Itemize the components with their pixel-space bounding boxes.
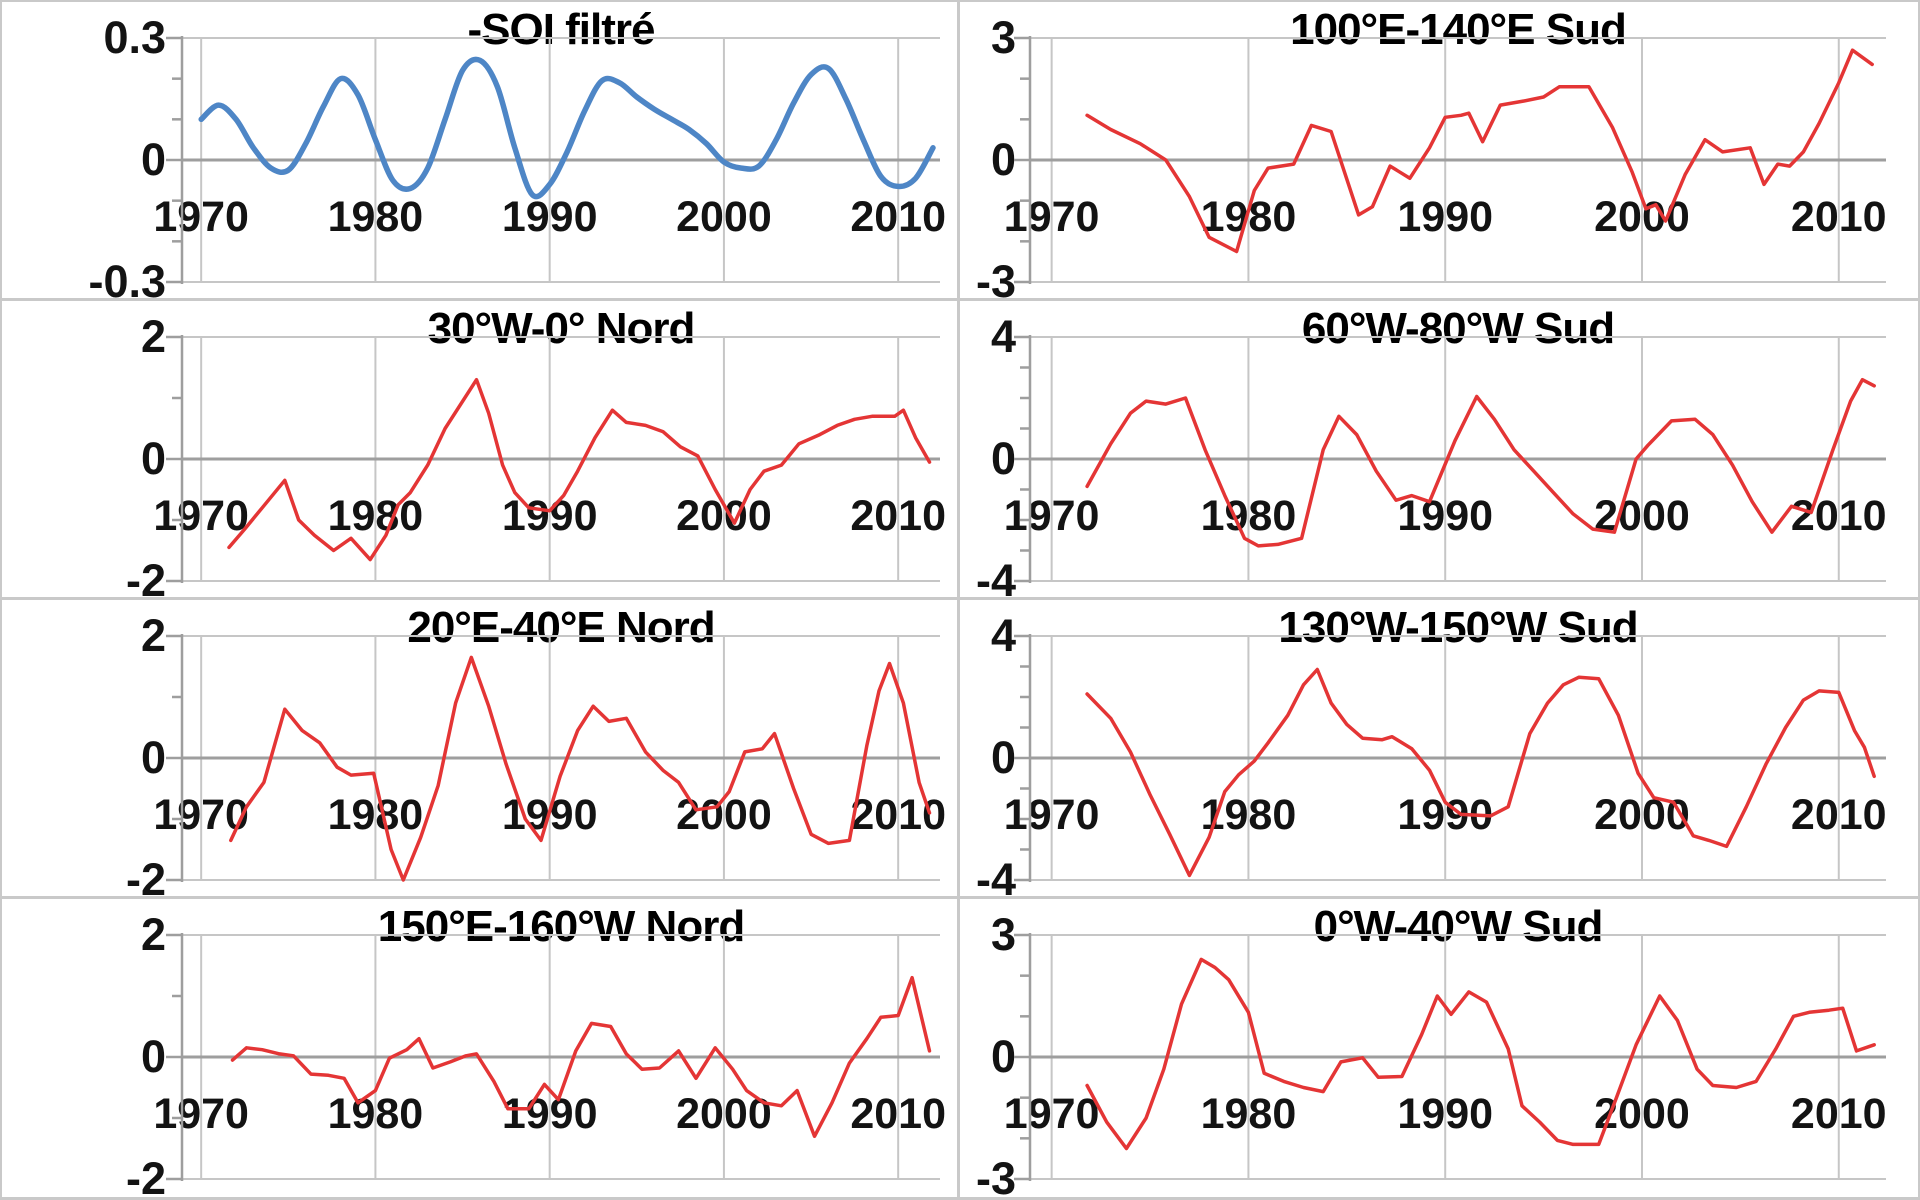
line-plot — [1014, 36, 1886, 284]
y-tick-label-top: 4 — [990, 610, 1016, 661]
y-tick-label-bottom: -4 — [975, 555, 1016, 597]
chart-title: 100°E-140°E Sud — [1290, 5, 1627, 54]
y-tick-label-zero: 0 — [140, 433, 166, 484]
y-tick-label-bottom: -0.3 — [88, 256, 166, 298]
y-tick-label-bottom: -2 — [125, 555, 166, 597]
chart-title: 0°W-40°W Sud — [1313, 902, 1604, 951]
y-tick-label-zero: 0 — [990, 433, 1016, 484]
y-tick-label-bottom: -3 — [975, 256, 1016, 298]
y-tick-label-top: 3 — [990, 909, 1016, 960]
line-plot — [166, 933, 940, 1181]
chart-title: 60°W-80°W Sud — [1301, 304, 1615, 353]
y-tick-label-bottom: -2 — [125, 854, 166, 896]
chart-title: 30°W-0° Nord — [427, 304, 696, 353]
line-plot — [166, 634, 940, 882]
y-tick-label-top: 2 — [140, 909, 166, 960]
y-tick-label-zero: 0 — [990, 732, 1016, 783]
y-tick-label-bottom: -3 — [975, 1153, 1016, 1197]
line-plot — [1014, 335, 1886, 583]
y-tick-label-zero: 0 — [140, 732, 166, 783]
chart-panel-30w-0-nord: 30°W-0° Nord 2 0 -2 1970 1980 1990 2000 … — [2, 301, 957, 597]
chart-title: 20°E-40°E Nord — [407, 603, 715, 652]
y-tick-label-zero: 0 — [990, 1031, 1016, 1082]
line-plot — [166, 36, 940, 284]
chart-title: -SOI filtré — [467, 5, 655, 54]
line-plot — [1014, 634, 1886, 882]
line-plot — [1014, 933, 1886, 1181]
y-tick-label-bottom: -4 — [975, 854, 1016, 896]
chart-panel-60w-80w-sud: 60°W-80°W Sud 4 0 -4 1970 1980 1990 2000… — [960, 301, 1918, 597]
y-tick-label-zero: 0 — [990, 134, 1016, 185]
line-plot — [166, 335, 940, 583]
y-tick-label-top: 0.3 — [103, 12, 166, 63]
chart-panel-20e-40e-nord: 20°E-40°E Nord 2 0 -2 1970 1980 1990 200… — [2, 600, 957, 896]
y-tick-label-top: 2 — [140, 610, 166, 661]
y-tick-label-zero: 0 — [140, 1031, 166, 1082]
y-tick-label-top: 2 — [140, 311, 166, 362]
chart-title: 150°E-160°W Nord — [377, 902, 745, 951]
y-tick-label-zero: 0 — [140, 134, 166, 185]
chart-panel-soi-filtre: -SOI filtré 0.3 0 -0.3 1970 1980 1990 20… — [2, 2, 957, 298]
chart-panel-0w-40w-sud: 0°W-40°W Sud 3 0 -3 1970 1980 1990 2000 … — [960, 899, 1918, 1197]
y-tick-label-bottom: -2 — [125, 1153, 166, 1197]
chart-title: 130°W-150°W Sud — [1278, 603, 1638, 652]
y-tick-label-top: 3 — [990, 12, 1016, 63]
chart-panel-150e-160w-nord: 150°E-160°W Nord 2 0 -2 1970 1980 1990 2… — [2, 899, 957, 1197]
chart-panel-100e-140e-sud: 100°E-140°E Sud 3 0 -3 1970 1980 1990 20… — [960, 2, 1918, 298]
chart-panel-130w-150w-sud: 130°W-150°W Sud 4 0 -4 1970 1980 1990 20… — [960, 600, 1918, 896]
y-tick-label-top: 4 — [990, 311, 1016, 362]
